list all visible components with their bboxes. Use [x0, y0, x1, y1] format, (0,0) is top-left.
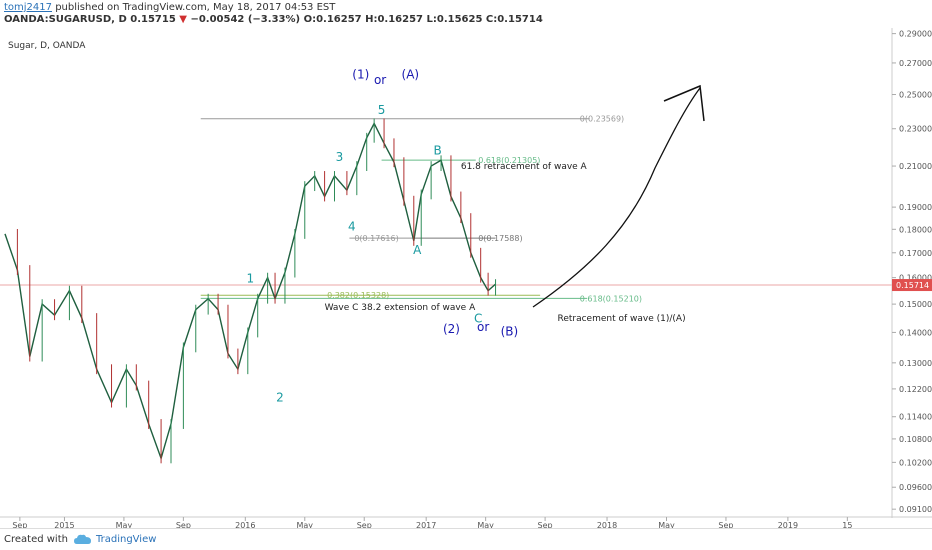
price-tag: 0.15714 — [896, 281, 929, 290]
wave-labels: (1) or (A) 5 3 4 1 2 B A C (2) or (B) — [246, 67, 518, 404]
y-tick-label: 0.14000 — [899, 328, 932, 337]
y-tick-label: 0.11400 — [899, 413, 932, 422]
projection-curve — [532, 87, 701, 308]
price-series — [4, 118, 497, 464]
tradingview-brand: TradingView — [95, 534, 157, 545]
wave-label: (B) — [501, 324, 519, 338]
symbol-name: OANDA:SUGARUSD, D — [4, 14, 127, 25]
y-tick-label: 0.12200 — [899, 385, 932, 394]
created-with-text: Created with — [4, 534, 68, 545]
fib-label: 0(0.17616) — [354, 234, 398, 243]
last-price: 0.15715 — [130, 14, 176, 25]
arrow-head-icon — [663, 84, 705, 122]
x-tick-label: 2019 — [778, 521, 798, 528]
fib-lines: 0(0.23569) 0.618(0.21305) 0(0.17616) 0(0.17… — [200, 115, 642, 303]
down-arrow-icon: ▼ — [179, 14, 187, 25]
y-axis[interactable]: 0.29000 0.27000 0.25000 0.23000 0.21000 0.190… — [891, 28, 932, 518]
notes: 61.8 retracement of wave A Wave C 38.2 ex… — [325, 162, 686, 324]
y-tick-label: 0.27000 — [899, 59, 932, 68]
x-tick-label: Sep — [176, 521, 191, 528]
projection-arrow — [532, 84, 705, 308]
x-tick-label: May — [116, 521, 133, 528]
wave-label: 3 — [336, 150, 344, 164]
fib-label: 0.618(0.15210) — [580, 294, 642, 303]
wave-label: (2) — [443, 322, 460, 336]
price-change: −0.00542 (−3.33%) — [190, 14, 301, 25]
price-chart[interactable]: Sugar, D, OANDA 0(0.23569) 0.618(0.21305)… — [0, 28, 932, 528]
fib-label: 0(0.23569) — [580, 115, 624, 124]
wave-label: or — [477, 320, 489, 334]
price-tag-bg — [892, 279, 932, 292]
y-tick-label: 0.18000 — [899, 225, 932, 234]
y-tick-label: 0.15000 — [899, 300, 932, 309]
y-tick-label: 0.09100 — [899, 505, 932, 514]
footer: Created with TradingView — [0, 528, 932, 550]
x-tick-label: 2015 — [54, 521, 74, 528]
x-tick-label: Sep — [538, 521, 553, 528]
fib-label: 0(0.17588) — [478, 234, 522, 243]
x-tick-label: Sep — [357, 521, 372, 528]
y-tick-label: 0.23000 — [899, 125, 932, 134]
author-link[interactable]: tomj2417 — [4, 2, 53, 13]
y-tick-label: 0.10200 — [899, 458, 932, 467]
publish-info: tomj2417 published on TradingView.com, M… — [4, 2, 928, 14]
chart-header: tomj2417 published on TradingView.com, M… — [0, 0, 932, 26]
note-text: Retracement of wave (1)/(A) — [557, 314, 685, 324]
y-tick-label: 0.10800 — [899, 435, 932, 444]
x-tick-label: Sep — [718, 521, 733, 528]
x-tick-label: 2018 — [597, 521, 617, 528]
wave-label: 1 — [246, 271, 254, 285]
y-tick-label: 0.16000 — [899, 274, 932, 283]
fib-label: 0.382(0.15328) — [327, 291, 389, 300]
publish-text: published on TradingView.com, May 18, 20… — [52, 2, 336, 13]
y-tick-label: 0.13000 — [899, 359, 932, 368]
x-tick-label: May — [477, 521, 494, 528]
chart-background — [0, 28, 932, 528]
wave-label: 4 — [348, 219, 356, 233]
x-tick-label: 2016 — [235, 521, 255, 528]
chart-title: Sugar, D, OANDA — [8, 41, 86, 51]
y-tick-label: 0.25000 — [899, 91, 932, 100]
wave-label: 5 — [378, 103, 386, 117]
x-tick-label: Sep — [12, 521, 27, 528]
fib-label: 0.618(0.21305) — [478, 156, 540, 165]
note-text: 61.8 retracement of wave A — [461, 162, 588, 172]
tradingview-cloud-icon — [73, 534, 91, 544]
wave-label: A — [413, 243, 422, 257]
wave-label: or — [374, 73, 386, 87]
x-tick-label: May — [658, 521, 675, 528]
x-tick-label: 2017 — [416, 521, 436, 528]
wave-label: C — [474, 311, 482, 325]
symbol-quote: OANDA:SUGARUSD, D 0.15715 ▼ −0.00542 (−3… — [4, 14, 928, 26]
wave-label: B — [433, 143, 441, 157]
x-tick-label: 15 — [842, 521, 852, 528]
y-tick-label: 0.21000 — [899, 162, 932, 171]
x-tick-label: May — [297, 521, 314, 528]
x-axis[interactable]: Sep 2015 May Sep 2016 May Sep 2017 May Sep 2018 May… — [0, 516, 932, 528]
ohlc-values: O:0.16257 H:0.16257 L:0.15625 C:0.15714 — [303, 14, 543, 25]
y-tick-label: 0.29000 — [899, 30, 932, 39]
wave-label: (1) — [352, 67, 369, 81]
y-tick-label: 0.17000 — [899, 249, 932, 258]
tradingview-logo[interactable]: TradingView — [73, 534, 157, 546]
wave-label: 2 — [276, 391, 284, 405]
y-tick-label: 0.09600 — [899, 483, 932, 492]
y-tick-label: 0.19000 — [899, 203, 932, 212]
note-text: Wave C 38.2 extension of wave A — [325, 303, 476, 313]
wave-label: (A) — [402, 67, 420, 81]
